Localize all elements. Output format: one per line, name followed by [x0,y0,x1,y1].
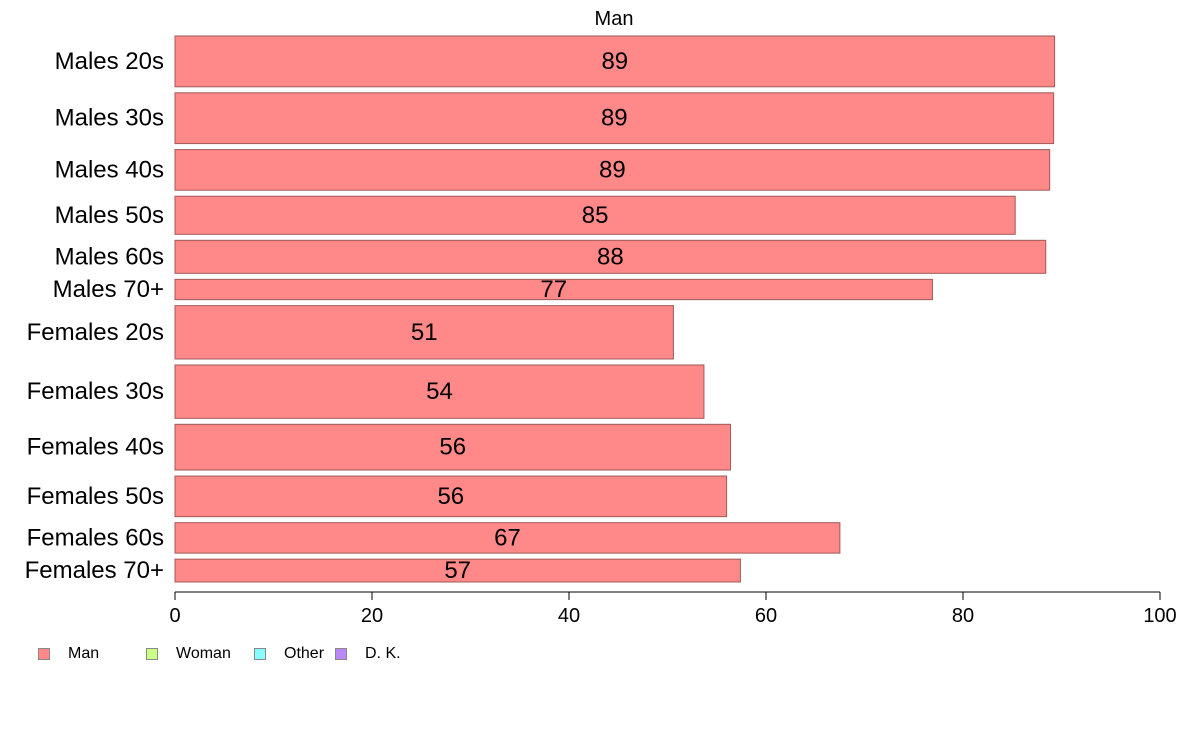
legend-label-man: Man [68,645,100,662]
legend-item-man: Man [38,645,146,663]
category-label: Males 40s [55,156,164,183]
bar-females-30s [174,364,705,419]
bar-value-label: 56 [439,434,466,461]
bar-males-70 [174,278,933,301]
category-label: Females 20s [27,319,164,346]
legend-item-woman: Woman [146,645,254,663]
category-label: Males 30s [55,105,164,132]
bar-females-60s [174,522,841,554]
bar-value-label: 77 [540,276,567,303]
legend-item-dk: D. K. [335,645,401,663]
bar-females-50s [174,475,728,518]
bar-value-label: 89 [599,156,626,183]
x-tick-label: 60 [755,605,777,627]
category-label: Females 40s [27,434,164,461]
bar-males-50s [174,195,1016,235]
bar-males-60s [174,239,1047,274]
category-label: Males 50s [55,202,164,229]
x-tick-label: 40 [558,605,580,627]
legend-swatch-dk [335,648,347,660]
legend-swatch-man [38,648,50,660]
bar-males-40s [174,149,1051,191]
bar-value-label: 57 [444,557,471,584]
legend-label-other: Other [284,645,325,662]
bar-males-30s [174,92,1055,145]
bar-males-20s [174,35,1056,88]
legend-label-dk: D. K. [365,645,401,662]
category-label: Males 70+ [53,276,164,303]
bar-females-70 [174,558,741,583]
x-tick-label: 20 [361,605,383,627]
bars-group: 89 Males 20s 89 Males 30s 89 Males 40s 85 Males… [25,35,1056,584]
legend-swatch-woman [146,648,158,660]
legend-item-other: Other [254,645,335,663]
bar-value-label: 54 [426,378,453,405]
x-tick-label: 0 [169,605,180,627]
x-axis: 0 20 40 60 80 100 [169,591,1177,627]
category-label: Females 50s [27,483,164,510]
x-tick-label: 80 [952,605,974,627]
category-label: Females 60s [27,524,164,551]
bar-value-label: 51 [411,319,438,346]
category-label: Males 20s [55,48,164,75]
bar-females-40s [174,423,732,471]
chart-title: Man [595,8,634,30]
bar-value-label: 67 [494,524,521,551]
bar-value-label: 89 [601,105,628,132]
legend-label-woman: Woman [176,645,231,662]
legend-swatch-other [254,648,266,660]
category-label: Females 70+ [25,557,164,584]
bar-value-label: 56 [437,483,464,510]
bar-value-label: 89 [601,48,628,75]
bar-value-label: 88 [597,243,624,270]
bar-value-label: 85 [582,202,609,229]
legend: Man Woman Other D. K. [38,645,401,663]
category-label: Females 30s [27,378,164,405]
bar-females-20s [174,305,674,360]
x-tick-label: 100 [1143,605,1176,627]
category-label: Males 60s [55,243,164,270]
